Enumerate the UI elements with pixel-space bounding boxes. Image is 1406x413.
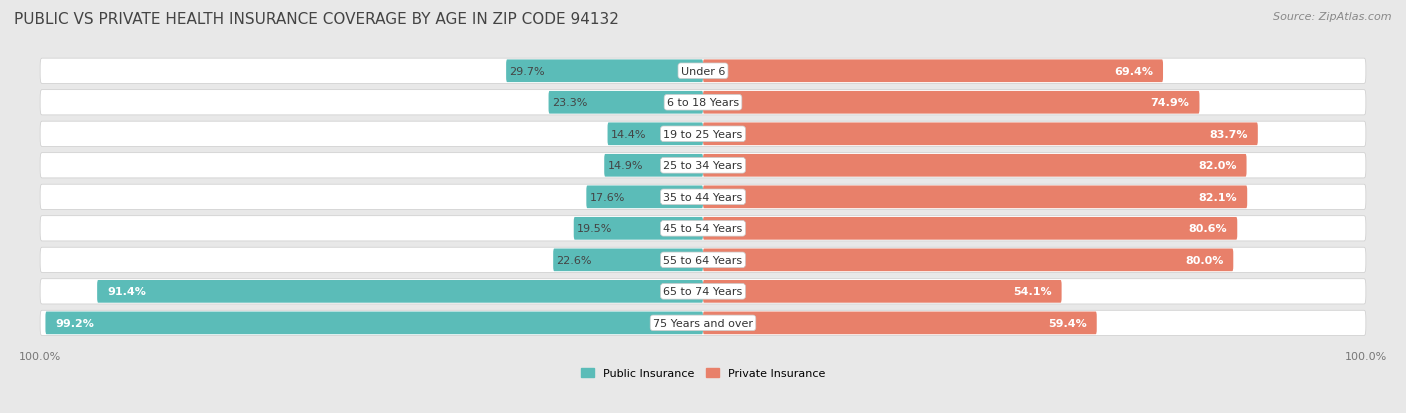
Text: 22.6%: 22.6% [557, 255, 592, 265]
Legend: Public Insurance, Private Insurance: Public Insurance, Private Insurance [576, 364, 830, 383]
Text: 80.6%: 80.6% [1188, 224, 1227, 234]
FancyBboxPatch shape [703, 123, 1258, 146]
FancyBboxPatch shape [553, 249, 703, 271]
Text: 45 to 54 Years: 45 to 54 Years [664, 224, 742, 234]
FancyBboxPatch shape [607, 123, 703, 146]
Text: 74.9%: 74.9% [1150, 98, 1189, 108]
FancyBboxPatch shape [548, 92, 703, 114]
Text: 91.4%: 91.4% [107, 287, 146, 297]
Text: 29.7%: 29.7% [509, 66, 546, 76]
Text: 35 to 44 Years: 35 to 44 Years [664, 192, 742, 202]
Text: 25 to 34 Years: 25 to 34 Years [664, 161, 742, 171]
Text: 75 Years and over: 75 Years and over [652, 318, 754, 328]
FancyBboxPatch shape [703, 218, 1237, 240]
FancyBboxPatch shape [41, 185, 1365, 210]
Text: 80.0%: 80.0% [1185, 255, 1223, 265]
FancyBboxPatch shape [41, 248, 1365, 273]
Text: 65 to 74 Years: 65 to 74 Years [664, 287, 742, 297]
FancyBboxPatch shape [45, 312, 703, 335]
Text: 82.1%: 82.1% [1199, 192, 1237, 202]
FancyBboxPatch shape [703, 92, 1199, 114]
Text: Source: ZipAtlas.com: Source: ZipAtlas.com [1274, 12, 1392, 22]
Text: 6 to 18 Years: 6 to 18 Years [666, 98, 740, 108]
Text: 83.7%: 83.7% [1209, 129, 1249, 140]
FancyBboxPatch shape [605, 154, 703, 177]
Text: 23.3%: 23.3% [553, 98, 588, 108]
Text: 99.2%: 99.2% [55, 318, 94, 328]
FancyBboxPatch shape [703, 280, 1062, 303]
Text: 69.4%: 69.4% [1114, 66, 1153, 76]
FancyBboxPatch shape [41, 279, 1365, 304]
Text: 19 to 25 Years: 19 to 25 Years [664, 129, 742, 140]
FancyBboxPatch shape [703, 249, 1233, 271]
FancyBboxPatch shape [97, 280, 703, 303]
FancyBboxPatch shape [586, 186, 703, 209]
FancyBboxPatch shape [703, 154, 1247, 177]
FancyBboxPatch shape [703, 186, 1247, 209]
FancyBboxPatch shape [41, 216, 1365, 241]
FancyBboxPatch shape [41, 59, 1365, 84]
FancyBboxPatch shape [506, 60, 703, 83]
FancyBboxPatch shape [574, 218, 703, 240]
FancyBboxPatch shape [41, 122, 1365, 147]
Text: 55 to 64 Years: 55 to 64 Years [664, 255, 742, 265]
Text: 14.4%: 14.4% [610, 129, 647, 140]
Text: Under 6: Under 6 [681, 66, 725, 76]
FancyBboxPatch shape [703, 60, 1163, 83]
FancyBboxPatch shape [41, 153, 1365, 178]
Text: 14.9%: 14.9% [607, 161, 643, 171]
Text: PUBLIC VS PRIVATE HEALTH INSURANCE COVERAGE BY AGE IN ZIP CODE 94132: PUBLIC VS PRIVATE HEALTH INSURANCE COVER… [14, 12, 619, 27]
Text: 82.0%: 82.0% [1198, 161, 1237, 171]
Text: 17.6%: 17.6% [589, 192, 626, 202]
Text: 19.5%: 19.5% [576, 224, 613, 234]
FancyBboxPatch shape [41, 90, 1365, 116]
Text: 54.1%: 54.1% [1014, 287, 1052, 297]
FancyBboxPatch shape [41, 311, 1365, 336]
FancyBboxPatch shape [703, 312, 1097, 335]
Text: 59.4%: 59.4% [1047, 318, 1087, 328]
